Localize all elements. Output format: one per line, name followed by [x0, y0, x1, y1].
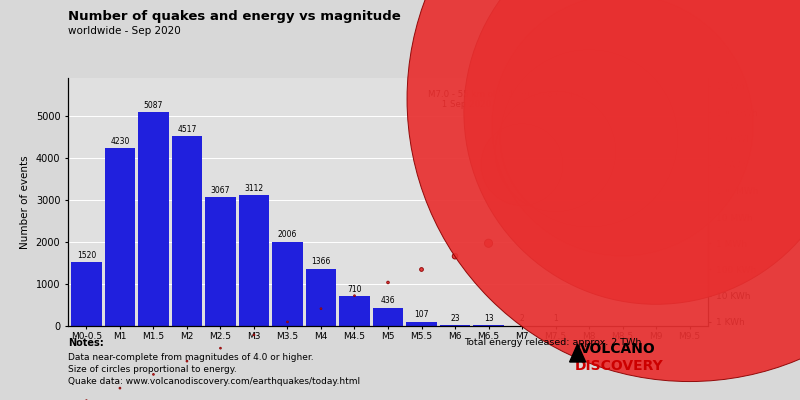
Point [348, 292, 361, 299]
Bar [239, 195, 269, 326]
Text: 2006: 2006 [278, 230, 297, 239]
Bar [440, 325, 470, 326]
Text: 3112: 3112 [245, 184, 263, 193]
Bar [272, 242, 302, 326]
Text: 4517: 4517 [178, 125, 197, 134]
Text: Quake data: www.volcanodiscovery.com/earthquakes/today.html: Quake data: www.volcanodiscovery.com/ear… [68, 377, 360, 386]
Text: Number of quakes and energy vs magnitude: Number of quakes and energy vs magnitude [68, 10, 401, 23]
Text: VOLCANO: VOLCANO [580, 342, 656, 356]
Point [482, 240, 495, 246]
Point [382, 279, 394, 286]
Text: 1366: 1366 [311, 257, 330, 266]
Point [582, 135, 595, 142]
Text: 1: 1 [553, 314, 558, 324]
Bar [339, 296, 370, 326]
Text: M7.0 - 55 km ol N de Huasco (Chile)
     1 Sep 2020: M7.0 - 55 km ol N de Huasco (Chile) 1 Se… [428, 90, 584, 109]
Point [449, 253, 462, 260]
Text: 436: 436 [381, 296, 395, 305]
Point [114, 385, 126, 391]
Bar [373, 308, 403, 326]
Point [247, 332, 260, 338]
Bar [138, 112, 169, 326]
Text: 4230: 4230 [110, 137, 130, 146]
Text: 3067: 3067 [210, 186, 230, 194]
Text: DISCOVERY: DISCOVERY [574, 359, 663, 373]
Text: worldwide - Sep 2020: worldwide - Sep 2020 [68, 26, 181, 36]
Text: Size of circles proportional to energy.: Size of circles proportional to energy. [68, 365, 237, 374]
Text: Data near-complete from magnitudes of 4.0 or higher.: Data near-complete from magnitudes of 4.… [68, 353, 314, 362]
Point [549, 148, 562, 155]
Text: 710: 710 [347, 285, 362, 294]
Bar [172, 136, 202, 326]
Point [516, 161, 529, 168]
Text: 13: 13 [484, 314, 494, 323]
Text: 107: 107 [414, 310, 429, 319]
Point [314, 306, 327, 312]
Point [281, 319, 294, 325]
Point [147, 371, 160, 378]
Point [181, 358, 194, 364]
Text: 2: 2 [520, 314, 525, 323]
Text: 5087: 5087 [144, 101, 163, 110]
Point [616, 122, 629, 128]
Point [683, 96, 696, 102]
Bar [105, 148, 135, 326]
Point [650, 109, 662, 115]
Text: Notes:: Notes: [68, 338, 104, 348]
Bar [406, 322, 437, 326]
Point [80, 398, 93, 400]
Text: 23: 23 [450, 314, 460, 322]
Bar [306, 268, 336, 326]
Y-axis label: Number of events: Number of events [20, 155, 30, 249]
Bar [71, 262, 102, 326]
Point [415, 266, 428, 273]
Point [214, 345, 227, 351]
Text: 1520: 1520 [77, 250, 96, 260]
Text: Total energy released: approx. 2 TWh: Total energy released: approx. 2 TWh [464, 338, 642, 347]
Bar [206, 197, 235, 326]
